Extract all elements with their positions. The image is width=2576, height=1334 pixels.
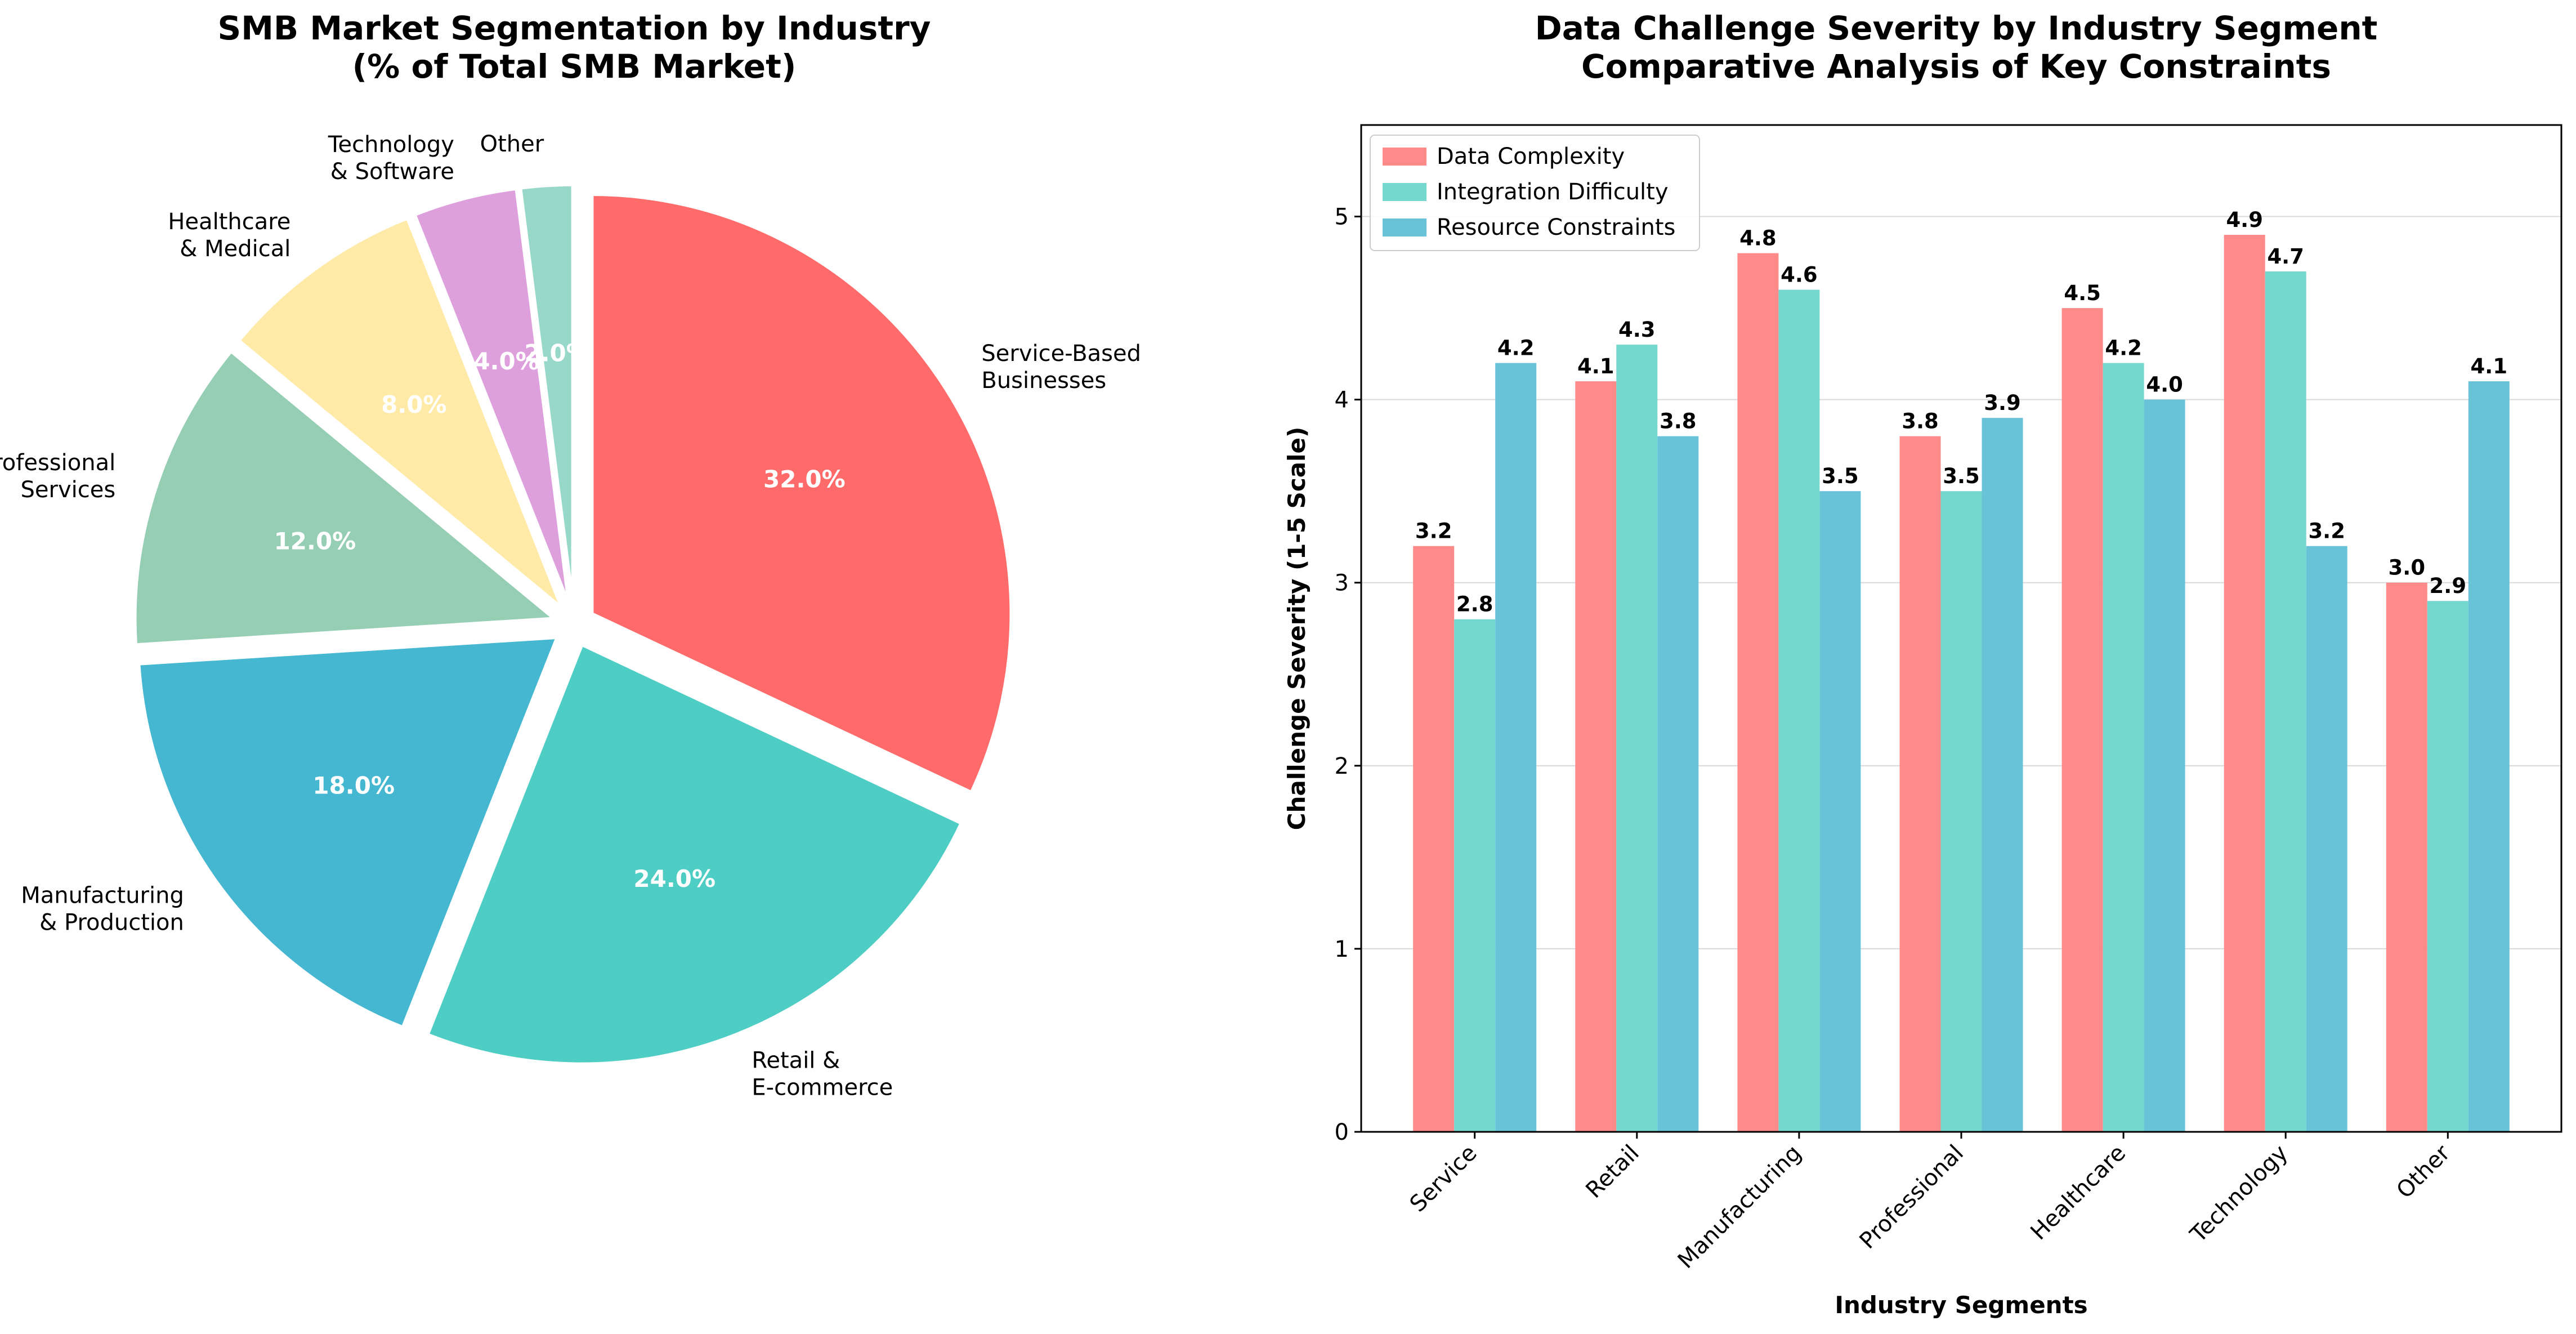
bar-manufacturing-data-complexity [1737,253,1779,1132]
pie-slice-retail-e-commerce [425,642,964,1066]
bar-professional-integration-difficulty [1940,491,1982,1132]
legend-swatch [1383,148,1426,166]
y-tick-label: 0 [1335,1119,1349,1145]
legend-swatch [1383,183,1426,201]
bar-value-label: 4.6 [1781,263,1818,287]
bar-healthcare-integration-difficulty [2103,363,2144,1132]
pie-percent-label: 24.0% [633,865,715,893]
y-tick-label: 4 [1335,387,1349,413]
pie-slice-technology-software [412,186,571,606]
pie-category-label: Other [480,131,544,157]
bar-value-label: 3.0 [2389,556,2426,580]
y-axis-label: Challenge Severity (1-5 Scale) [1283,427,1311,830]
bar-value-label: 4.5 [2064,281,2101,305]
bar-chart-title: Data Challenge Severity by Industry Segm… [1535,9,2378,86]
bar-other-integration-difficulty [2427,601,2468,1132]
pie-chart: SMB Market Segmentation by Industry (% of… [0,9,1141,1101]
bar-value-label: 4.0 [2146,373,2183,397]
pie-slice-manufacturing-production [137,635,560,1030]
legend-box [1370,135,1700,251]
y-tick-label: 5 [1335,204,1349,230]
bar-value-label: 4.3 [1618,318,1656,342]
bar-professional-data-complexity [1899,436,1941,1132]
legend-label: Data Complexity [1437,144,1625,169]
bar-value-label: 4.1 [2471,354,2508,378]
bar-value-label: 3.8 [1660,409,1697,434]
pie-category-label: ProfessionalServices [0,450,115,503]
y-axis: 0 1 2 3 4 5 [1335,204,1361,1145]
pie-category-label: Manufacturing & Production [21,883,184,936]
pie-category-labels: Service-Based Businesses Retail & E-commerc… [0,131,1141,1101]
bar-technology-data-complexity [2224,235,2265,1132]
bar-professional-resource-constraints [1982,418,2023,1132]
bar-value-label: 3.8 [1902,409,1939,434]
x-axis-label: Industry Segments [1835,1291,2087,1319]
bar-service-data-complexity [1413,546,1455,1132]
bar-retail-integration-difficulty [1616,345,1658,1132]
bar-service-resource-constraints [1495,363,1537,1132]
pie-category-label: Service-Based Businesses [981,341,1141,394]
bar-other-data-complexity [2386,582,2427,1132]
pie-slice-professional-services [133,349,559,647]
pie-percent-label: 8.0% [381,391,446,418]
bar-value-label: 3.2 [2308,519,2345,543]
bars [1413,235,2510,1132]
bar-value-label: 4.7 [2267,244,2304,269]
pie-percent-label: 12.0% [274,527,356,555]
bar-other-resource-constraints [2468,381,2510,1132]
bar-service-integration-difficulty [1454,619,1496,1132]
pie-slice-other [518,182,575,605]
pie-percent-label: 32.0% [763,466,846,493]
pie-percent-label: 4.0% [473,347,539,375]
pie-category-label: Retail & E-commerce [752,1048,893,1101]
pie-percent-label: 18.0% [312,772,395,800]
bar-manufacturing-resource-constraints [1819,491,1861,1132]
bar-value-label: 4.8 [1739,226,1777,251]
bar-technology-resource-constraints [2306,546,2347,1132]
y-tick-label: 2 [1335,753,1349,779]
pie-category-label: Healthcare & Medical [168,209,290,262]
pie-percent-labels: 32.0% 24.0% 18.0% 12.0% 8.0% 4.0%2.0% [274,340,846,893]
pie-slice-healthcare-medical [236,216,564,610]
bar-value-label: 3.5 [1822,464,1859,488]
bar-value-label: 3.5 [1943,464,1980,488]
bar-technology-integration-difficulty [2265,271,2306,1132]
bar-healthcare-data-complexity [2061,308,2103,1132]
pie-slice-service-based-businesses [590,193,1013,795]
pie-percent-label: 2.0% [524,340,589,367]
pie-slices [133,182,1013,1066]
legend: Data Complexity Integration Difficulty Res… [1370,135,1700,251]
bar-retail-resource-constraints [1657,436,1699,1132]
bar-value-labels: 3.22.84.24.14.33.84.84.63.53.83.53.94.54… [1415,208,2507,617]
bar-value-label: 2.9 [2430,574,2467,598]
legend-swatch [1383,218,1426,237]
legend-label: Integration Difficulty [1437,179,1669,205]
bar-value-label: 4.2 [2105,336,2142,360]
bar-manufacturing-integration-difficulty [1778,289,1820,1132]
bar-healthcare-resource-constraints [2144,399,2185,1132]
bar-value-label: 2.8 [1456,592,1493,617]
bar-value-label: 3.2 [1415,519,1452,543]
bar-retail-data-complexity [1575,381,1617,1132]
bar-value-label: 4.1 [1577,354,1615,378]
pie-chart-title: SMB Market Segmentation by Industry (% of… [218,9,931,86]
y-tick-label: 1 [1335,936,1349,962]
pie-category-label: Technology & Software [328,132,454,185]
y-tick-label: 3 [1335,570,1349,596]
bar-value-label: 4.9 [2226,208,2263,232]
legend-label: Resource Constraints [1437,215,1675,240]
bar-value-label: 4.2 [1497,336,1535,360]
bar-value-label: 3.9 [1984,391,2021,415]
